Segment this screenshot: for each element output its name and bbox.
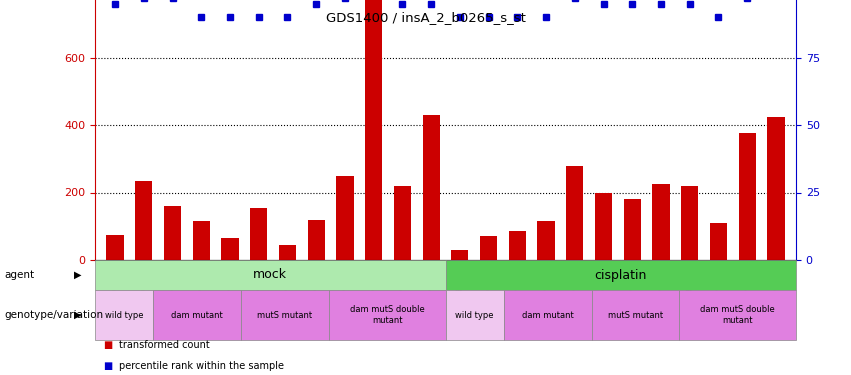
Bar bbox=[95, 260, 446, 290]
Bar bbox=[509, 231, 526, 260]
Text: ■: ■ bbox=[104, 340, 113, 350]
Bar bbox=[679, 290, 796, 340]
Bar bbox=[768, 117, 785, 260]
Bar bbox=[451, 250, 469, 260]
Bar bbox=[595, 192, 612, 260]
Bar bbox=[566, 165, 584, 260]
Bar bbox=[394, 186, 411, 260]
Bar bbox=[336, 176, 353, 260]
Bar bbox=[365, 0, 382, 260]
Text: genotype/variation: genotype/variation bbox=[4, 310, 103, 320]
Text: dam mutant: dam mutant bbox=[522, 310, 574, 320]
Text: percentile rank within the sample: percentile rank within the sample bbox=[119, 361, 284, 371]
Bar bbox=[591, 290, 679, 340]
Text: transformed count: transformed count bbox=[119, 340, 209, 350]
Text: ▶: ▶ bbox=[74, 310, 82, 320]
Bar bbox=[95, 290, 153, 340]
Bar bbox=[446, 260, 796, 290]
Bar bbox=[653, 184, 670, 260]
Text: wild type: wild type bbox=[455, 310, 494, 320]
Bar bbox=[250, 208, 267, 260]
Text: GDS1400 / insA_2_b0265_s_st: GDS1400 / insA_2_b0265_s_st bbox=[326, 11, 525, 24]
Text: dam mutS double
mutant: dam mutS double mutant bbox=[700, 305, 775, 325]
Bar bbox=[106, 235, 123, 260]
Text: dam mutS double
mutant: dam mutS double mutant bbox=[350, 305, 425, 325]
Bar bbox=[164, 206, 181, 260]
Bar bbox=[538, 221, 555, 260]
Text: mock: mock bbox=[254, 268, 288, 282]
Bar bbox=[446, 290, 504, 340]
Bar bbox=[504, 290, 591, 340]
Bar bbox=[624, 199, 641, 260]
Text: dam mutant: dam mutant bbox=[171, 310, 223, 320]
Bar bbox=[192, 221, 210, 260]
Bar bbox=[241, 290, 328, 340]
Text: agent: agent bbox=[4, 270, 34, 280]
Bar bbox=[328, 290, 446, 340]
Bar bbox=[135, 181, 152, 260]
Text: ■: ■ bbox=[104, 361, 113, 371]
Text: wild type: wild type bbox=[105, 310, 144, 320]
Bar bbox=[279, 245, 296, 260]
Bar bbox=[710, 223, 727, 260]
Bar bbox=[480, 236, 497, 260]
Text: cisplatin: cisplatin bbox=[595, 268, 647, 282]
Bar bbox=[681, 186, 699, 260]
Bar bbox=[221, 238, 238, 260]
Bar bbox=[307, 219, 325, 260]
Text: ▶: ▶ bbox=[74, 270, 82, 280]
Text: mutS mutant: mutS mutant bbox=[608, 310, 663, 320]
Bar bbox=[739, 134, 756, 260]
Bar bbox=[422, 115, 440, 260]
Text: mutS mutant: mutS mutant bbox=[257, 310, 312, 320]
Bar bbox=[153, 290, 241, 340]
